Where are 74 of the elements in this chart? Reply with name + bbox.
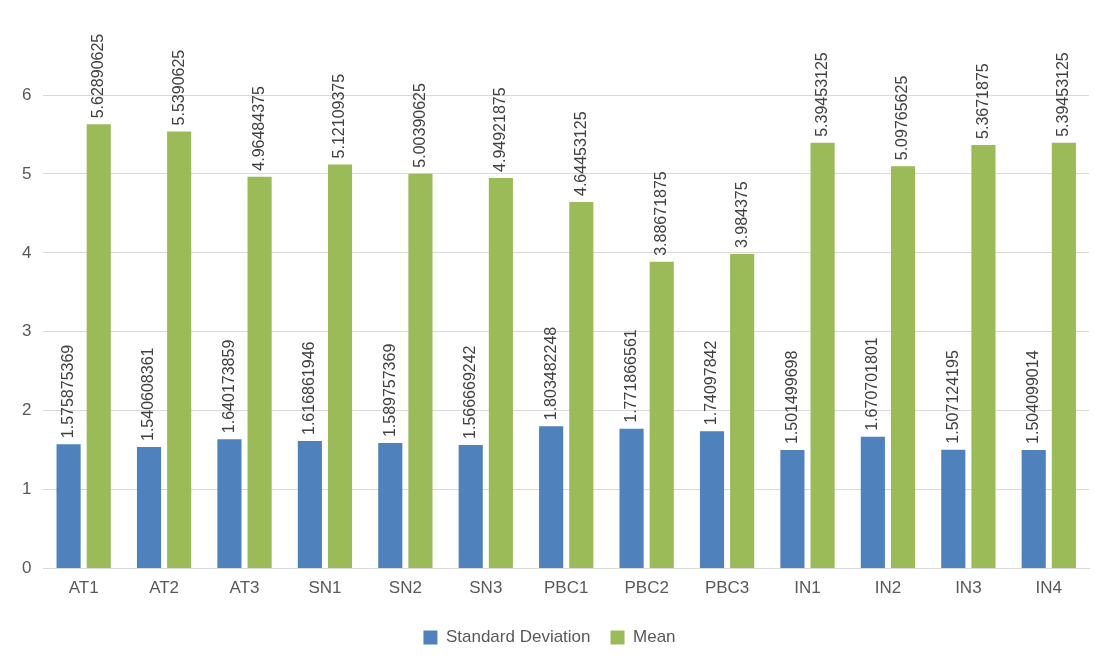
data-label: 5.5390625	[169, 49, 187, 126]
legend-label: Standard Deviation	[445, 627, 591, 647]
data-label: 1.670701801	[863, 337, 881, 431]
bar	[458, 444, 483, 569]
data-label: 1.507124195	[943, 350, 961, 444]
x-tick-label: IN2	[874, 578, 902, 598]
bar	[327, 164, 353, 569]
bar	[167, 131, 192, 569]
bar	[569, 201, 594, 569]
bar	[247, 176, 272, 569]
data-label: 5.3671875	[973, 63, 991, 139]
data-label: 5.12109375	[330, 73, 348, 159]
bar	[649, 261, 674, 569]
bar	[408, 173, 433, 569]
x-tick-label: SN3	[469, 578, 503, 598]
bar	[1051, 142, 1076, 569]
data-label: 5.00390625	[410, 82, 428, 168]
bar	[539, 426, 564, 569]
y-tick-label: 0	[21, 558, 32, 578]
data-label: 1.803482248	[541, 326, 559, 421]
x-tick-label: IN1	[794, 578, 821, 598]
data-label: 1.501499698	[782, 350, 800, 445]
x-tick-label: AT2	[149, 578, 180, 598]
data-label: 1.616861946	[300, 341, 318, 435]
x-tick-label: IN3	[955, 578, 982, 598]
data-label: 1.575875369	[58, 344, 76, 439]
data-label: 5.62890625	[89, 33, 107, 119]
data-label: 1.540608361	[139, 347, 157, 441]
data-label: 5.09765625	[893, 75, 911, 161]
y-tick-label: 1	[21, 479, 32, 499]
bar	[860, 436, 885, 569]
data-label: 1.640173859	[219, 339, 237, 434]
data-label: 1.771866561	[621, 329, 639, 423]
bar	[1021, 449, 1046, 569]
data-label: 4.94921875	[491, 87, 509, 172]
data-label: 5.39453125	[812, 52, 830, 137]
bar	[971, 144, 996, 569]
data-label: 1.504099014	[1024, 350, 1042, 444]
bar	[730, 254, 755, 569]
x-tick-label: AT1	[68, 578, 99, 598]
x-tick-label: PBC2	[624, 578, 669, 598]
bar	[810, 142, 835, 569]
x-tick-label: PBC1	[544, 578, 589, 598]
x-tick-label: IN4	[1035, 578, 1063, 598]
data-label: 4.96484375	[250, 86, 268, 171]
data-label: 1.74097842	[702, 340, 720, 426]
bar	[86, 124, 111, 569]
y-tick-label: 6	[21, 84, 32, 104]
y-tick-label: 4	[21, 242, 32, 262]
bar	[941, 449, 966, 569]
bar	[699, 431, 725, 569]
bar	[488, 177, 513, 569]
bar	[136, 447, 162, 569]
x-tick-label: SN1	[308, 578, 342, 598]
bar	[56, 444, 81, 569]
data-label: 4.64453125	[571, 111, 589, 196]
y-tick-label: 3	[21, 321, 32, 341]
y-tick-label: 2	[21, 400, 32, 420]
data-label: 5.39453125	[1054, 52, 1072, 137]
x-tick-label: PBC3	[704, 578, 750, 598]
y-tick-label: 5	[21, 163, 32, 183]
data-label: 1.566669242	[461, 345, 479, 439]
data-label: 3.88671875	[652, 171, 670, 256]
legend-label: Mean	[633, 627, 676, 647]
bar	[890, 166, 916, 569]
bar	[780, 450, 805, 569]
bar	[297, 440, 322, 569]
bar	[619, 428, 644, 569]
bar	[217, 439, 242, 569]
data-label: 3.984375	[732, 181, 750, 249]
x-tick-label: AT3	[229, 578, 260, 598]
bar	[378, 443, 403, 569]
x-tick-label: SN2	[388, 578, 422, 598]
data-label: 1.589757369	[380, 343, 398, 438]
